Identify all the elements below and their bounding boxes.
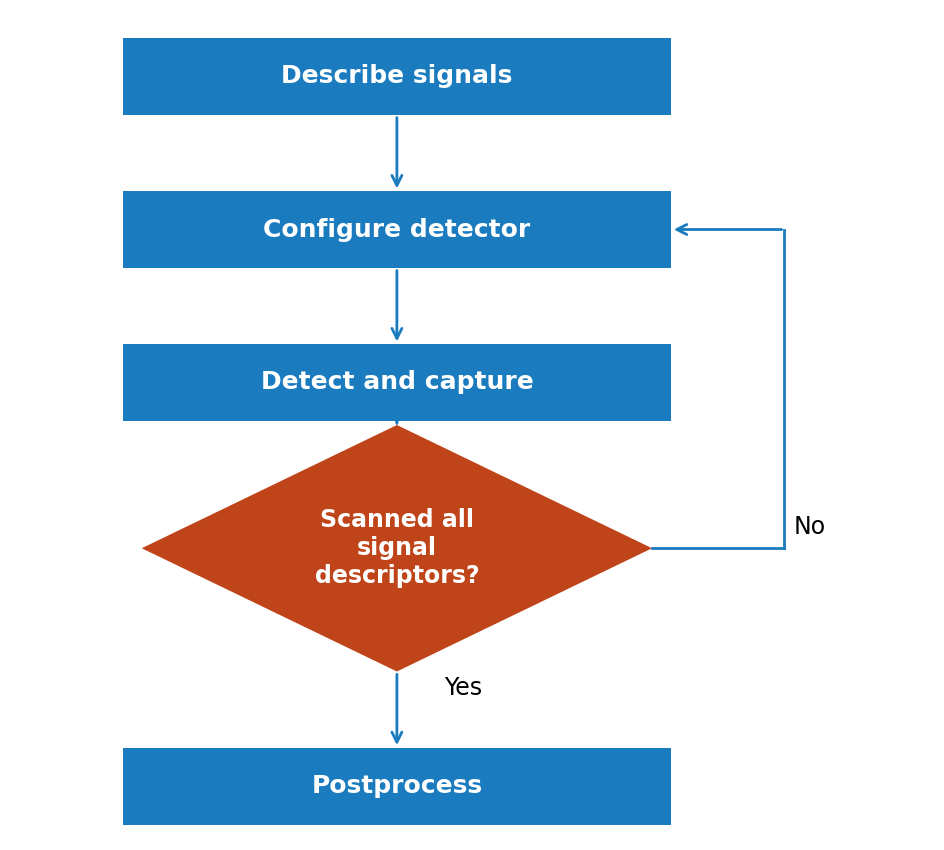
FancyBboxPatch shape xyxy=(123,748,670,824)
FancyBboxPatch shape xyxy=(123,344,670,421)
Polygon shape xyxy=(142,425,651,672)
Text: No: No xyxy=(793,515,825,539)
Text: Configure detector: Configure detector xyxy=(263,218,530,241)
Text: Scanned all
signal
descriptors?: Scanned all signal descriptors? xyxy=(314,508,479,588)
Text: Postprocess: Postprocess xyxy=(311,774,482,798)
FancyBboxPatch shape xyxy=(123,38,670,115)
FancyBboxPatch shape xyxy=(123,191,670,268)
Text: Detect and capture: Detect and capture xyxy=(261,371,532,394)
Text: Describe signals: Describe signals xyxy=(281,65,512,88)
Text: Yes: Yes xyxy=(444,676,481,700)
